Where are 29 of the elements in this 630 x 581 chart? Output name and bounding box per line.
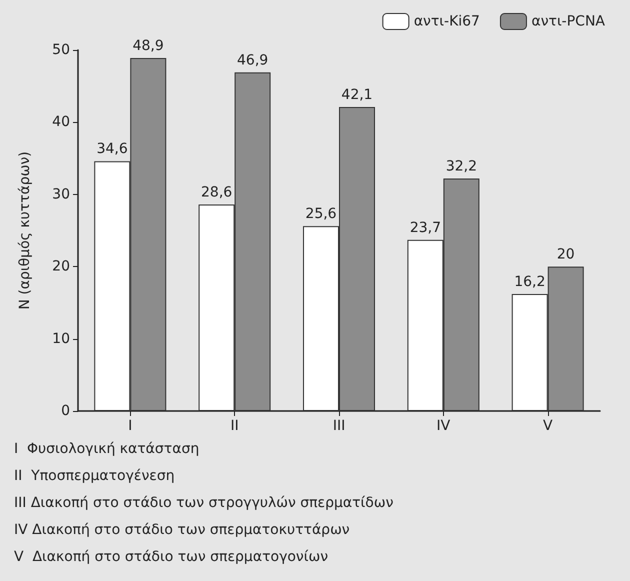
text: I Φυσιολογική κατάσταση (14, 441, 200, 457)
legend-label: αντι-PCNA (531, 14, 606, 30)
data-label: 32,2 (446, 158, 477, 175)
y-axis-title: N (αριθμός κυττάρων) (17, 151, 33, 310)
data-label: 20 (556, 246, 575, 263)
y-tick-label: 30 (52, 186, 70, 202)
x-tick-label: V (543, 418, 554, 434)
text: II Υποσπερματογένεση (14, 468, 175, 484)
legend-label: αντι-Ki67 (414, 14, 480, 30)
data-label: 48,9 (132, 38, 164, 54)
y-tick-label: 10 (52, 330, 70, 347)
text: III Διακοπή στο στάδιο των στρογγυλών σπερματίδων (14, 495, 394, 511)
data-label: 16,2 (514, 274, 546, 290)
y-tick-label: 20 (52, 258, 70, 275)
x-tick-label: I (128, 418, 132, 434)
data-label: 28,6 (201, 184, 232, 201)
data-label: 23,7 (410, 220, 441, 236)
x-tick-label: III (332, 418, 346, 434)
data-label: 25,6 (305, 206, 337, 222)
data-label: 34,6 (96, 141, 128, 158)
text: IV Διακοπή στο στάδιο των σπερματοκυττάρων (14, 522, 350, 538)
x-tick-label: IV (436, 418, 451, 434)
data-label: 46,9 (237, 52, 268, 68)
text: V Διακοπή στο στάδιο των σπερματογονίων (14, 549, 328, 565)
y-tick-label: 50 (52, 42, 70, 58)
x-tick-label: II (230, 418, 239, 434)
y-tick-label: 0 (61, 403, 70, 419)
data-label: 42,1 (341, 87, 373, 104)
y-tick-label: 40 (52, 114, 70, 130)
